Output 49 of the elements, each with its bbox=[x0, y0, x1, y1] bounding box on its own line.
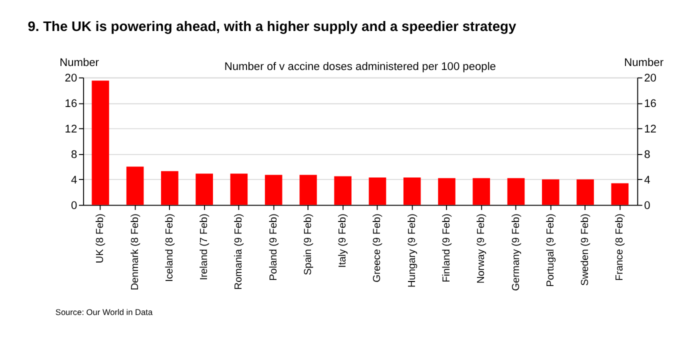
x-tick-label: Spain (9 Feb) bbox=[302, 214, 314, 276]
bar bbox=[334, 176, 352, 205]
x-tick-label: Hungary (9 Feb) bbox=[406, 214, 418, 288]
bar bbox=[196, 174, 213, 205]
y-tick-label: 12 bbox=[64, 124, 78, 136]
bar bbox=[230, 174, 248, 205]
chart-subtitle: Number of v accine doses administered per 100 people bbox=[224, 61, 496, 74]
y2-tick-label: 0 bbox=[644, 200, 650, 212]
x-tick-label: Italy (9 Feb) bbox=[338, 214, 349, 268]
x-tick-label: Iceland (8 Feb) bbox=[164, 214, 176, 282]
chart-title: 9. The UK is powering ahead, with a higher supply and a speedier strategy bbox=[28, 18, 516, 34]
x-tick-label: Germany (9 Feb) bbox=[510, 214, 522, 291]
x-tick-label: France (8 Feb) bbox=[614, 214, 626, 281]
x-tick-label: Norway (9 Feb) bbox=[476, 214, 488, 284]
y-tick-label: 20 bbox=[64, 72, 78, 85]
y2-tick-label: 4 bbox=[644, 174, 650, 187]
x-tick-label: Greece (9 Feb) bbox=[372, 214, 384, 282]
x-tick-label: Portugal (9 Feb) bbox=[545, 214, 556, 287]
y2-axis-title: Number bbox=[624, 56, 664, 69]
bar bbox=[264, 174, 282, 205]
y-tick-label: 8 bbox=[70, 149, 78, 162]
x-tick-label: UK (8 Feb) bbox=[95, 214, 106, 264]
bar bbox=[92, 80, 110, 205]
y-axis-title: Number bbox=[60, 56, 100, 69]
bar bbox=[161, 171, 178, 205]
x-tick-label: Poland (9 Feb) bbox=[268, 214, 280, 281]
y-tick-label: 4 bbox=[70, 174, 78, 187]
source-note: Source: Our World in Data bbox=[55, 306, 153, 317]
y-tick-label: 0 bbox=[70, 200, 78, 212]
x-tick-label: Denmark (8 Feb) bbox=[130, 214, 141, 290]
bar bbox=[611, 183, 629, 205]
bar bbox=[507, 178, 525, 205]
y2-tick-label: 12 bbox=[644, 124, 656, 136]
bar bbox=[368, 177, 386, 205]
x-tick-label: Romania (9 Feb) bbox=[234, 214, 245, 290]
y2-tick-label: 16 bbox=[644, 98, 656, 110]
x-tick-label: Finland (9 Feb) bbox=[442, 214, 453, 282]
y-tick-label: 16 bbox=[64, 98, 78, 110]
y2-tick-label: 20 bbox=[644, 72, 656, 85]
x-tick-label: Ireland (7 Feb) bbox=[199, 214, 210, 280]
bar bbox=[126, 166, 144, 205]
bar bbox=[576, 179, 594, 205]
y2-tick-label: 8 bbox=[644, 149, 650, 162]
bar bbox=[438, 178, 456, 205]
bar bbox=[300, 174, 317, 205]
bar bbox=[542, 179, 560, 205]
bar bbox=[472, 178, 490, 205]
bar bbox=[403, 177, 421, 205]
x-tick-label: Sweden (9 Feb) bbox=[580, 214, 592, 286]
